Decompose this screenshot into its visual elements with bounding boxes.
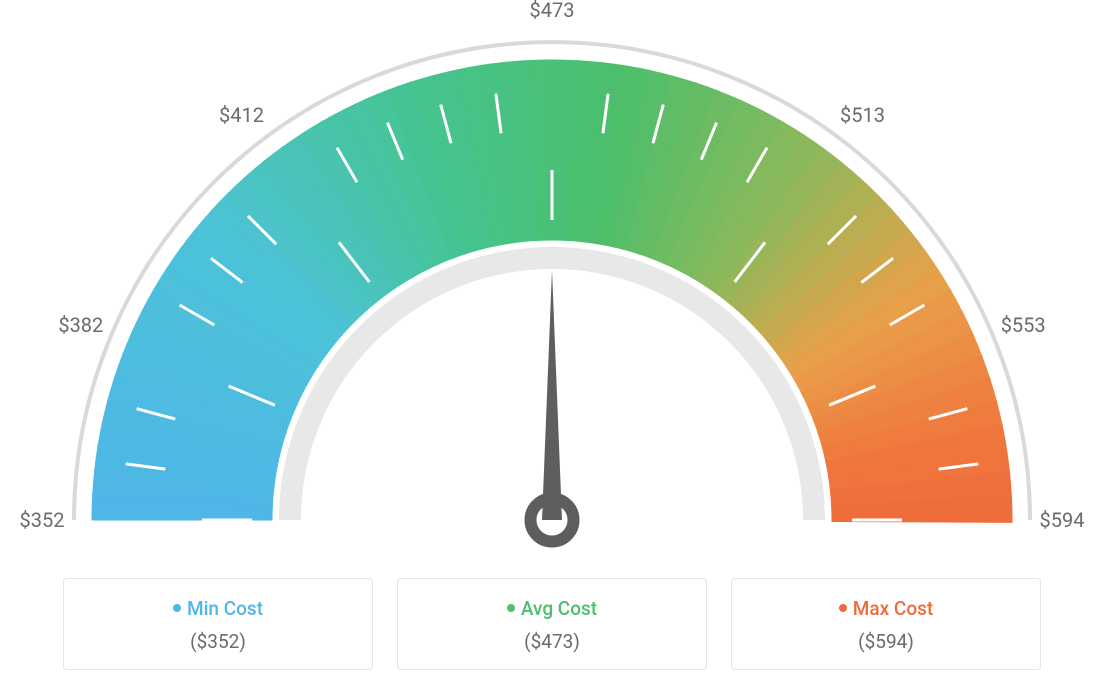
legend-min-title: Min Cost <box>74 597 362 620</box>
legend-min: Min Cost ($352) <box>63 578 373 670</box>
legend-min-label: Min Cost <box>187 597 263 620</box>
legend-min-dot <box>173 604 181 612</box>
legend-avg-title: Avg Cost <box>408 597 696 620</box>
legend-min-value: ($352) <box>74 630 362 653</box>
gauge-tick-label: $594 <box>1040 508 1085 532</box>
legend-avg: Avg Cost ($473) <box>397 578 707 670</box>
gauge-svg <box>0 0 1104 560</box>
legend-max-title: Max Cost <box>742 597 1030 620</box>
legend-max-label: Max Cost <box>853 597 933 620</box>
gauge-chart: $352 $382 $412 $473 $513 $553 $594 <box>0 0 1104 560</box>
legend-avg-label: Avg Cost <box>521 597 597 620</box>
gauge-tick-label: $553 <box>1001 313 1046 337</box>
legend-max: Max Cost ($594) <box>731 578 1041 670</box>
gauge-tick-label: $382 <box>58 313 103 337</box>
gauge-tick-label: $412 <box>219 103 264 127</box>
legend-max-value: ($594) <box>742 630 1030 653</box>
gauge-tick-label: $513 <box>840 103 885 127</box>
legend-max-dot <box>839 604 847 612</box>
gauge-tick-label: $473 <box>530 0 575 22</box>
gauge-tick-label: $352 <box>20 508 65 532</box>
legend-row: Min Cost ($352) Avg Cost ($473) Max Cost… <box>0 578 1104 670</box>
legend-avg-dot <box>507 604 515 612</box>
legend-avg-value: ($473) <box>408 630 696 653</box>
